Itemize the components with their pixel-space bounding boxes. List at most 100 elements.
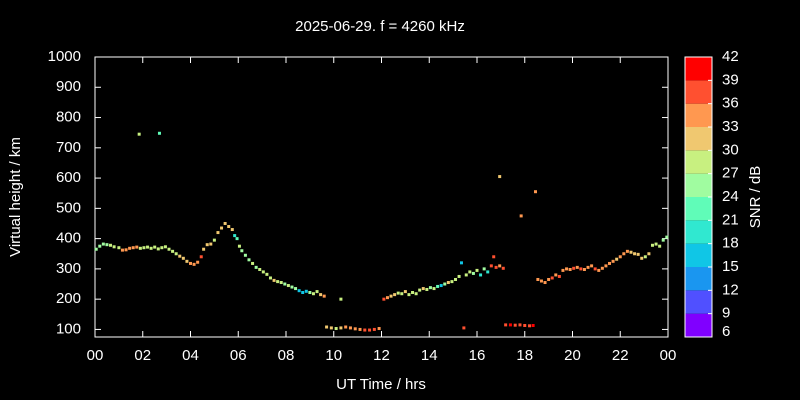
data-point xyxy=(582,267,586,271)
data-point xyxy=(586,265,590,269)
data-point xyxy=(508,323,512,327)
data-point xyxy=(436,284,440,288)
data-point xyxy=(547,277,551,281)
data-point xyxy=(407,293,411,297)
data-point xyxy=(220,226,224,230)
data-point xyxy=(109,243,113,247)
colorbar-band xyxy=(685,197,712,221)
data-point xyxy=(294,287,298,291)
data-point xyxy=(643,255,647,259)
colorbar-band xyxy=(685,150,712,174)
data-point xyxy=(142,246,146,250)
data-point xyxy=(411,291,415,295)
x-axis-label: UT Time / hrs xyxy=(336,376,426,393)
data-point xyxy=(665,235,669,239)
data-point xyxy=(590,264,594,268)
data-point xyxy=(227,225,231,229)
data-point xyxy=(625,249,629,253)
data-point xyxy=(157,131,161,135)
data-point xyxy=(432,287,436,291)
data-point xyxy=(339,297,343,301)
colorbar-band xyxy=(685,127,712,151)
data-point xyxy=(629,250,633,254)
data-point xyxy=(575,265,579,269)
data-point xyxy=(181,256,185,260)
data-point xyxy=(212,238,216,242)
data-point xyxy=(135,245,139,249)
data-point xyxy=(421,287,425,291)
x-tick-label: 06 xyxy=(230,347,247,364)
data-point xyxy=(196,260,200,264)
data-point xyxy=(160,246,164,250)
data-point xyxy=(385,296,389,300)
data-point xyxy=(163,245,167,249)
data-point xyxy=(319,293,323,297)
data-point xyxy=(523,323,527,327)
data-point xyxy=(368,328,372,332)
colorbar-band xyxy=(685,220,712,244)
data-point xyxy=(174,252,178,256)
data-point xyxy=(358,327,362,331)
colorbar-band xyxy=(685,103,712,127)
data-point xyxy=(339,326,343,330)
data-point xyxy=(498,264,502,268)
data-point xyxy=(439,284,443,288)
data-point xyxy=(216,231,220,235)
data-point xyxy=(400,292,404,296)
data-point xyxy=(611,259,615,263)
y-tick-label: 400 xyxy=(56,230,81,247)
data-point xyxy=(650,243,654,247)
data-point xyxy=(393,293,397,297)
data-point xyxy=(301,291,305,295)
chart-title: 2025-06-29. f = 4260 kHz xyxy=(295,18,465,35)
data-point xyxy=(640,256,644,260)
data-point xyxy=(513,323,517,327)
y-tick-label: 900 xyxy=(56,78,81,95)
data-point xyxy=(202,247,206,251)
x-tick-label: 08 xyxy=(278,347,295,364)
colorbar-band xyxy=(685,173,712,197)
data-point xyxy=(531,323,535,327)
colorbar-band xyxy=(685,80,712,104)
y-tick-label: 500 xyxy=(56,199,81,216)
data-point xyxy=(138,246,142,250)
data-point xyxy=(579,267,583,271)
data-point xyxy=(647,252,651,256)
data-point xyxy=(468,270,472,274)
colorbar-tick-label: 12 xyxy=(722,281,739,298)
colorbar-band xyxy=(685,57,712,81)
data-point xyxy=(205,243,209,247)
colorbar-tick-label: 33 xyxy=(722,118,739,135)
data-point xyxy=(428,286,432,290)
data-point xyxy=(178,254,182,258)
data-point xyxy=(600,266,604,270)
data-point xyxy=(251,261,255,265)
data-point xyxy=(315,290,319,294)
data-point xyxy=(450,280,454,284)
colorbar-tick-label: 18 xyxy=(722,235,739,252)
data-point xyxy=(654,242,658,246)
data-point xyxy=(414,292,418,296)
data-point xyxy=(418,288,422,292)
colorbar-tick-label: 21 xyxy=(722,211,739,228)
data-point xyxy=(482,267,486,271)
data-point xyxy=(554,273,558,277)
x-tick-label: 10 xyxy=(325,347,342,364)
data-point xyxy=(290,285,294,289)
data-point xyxy=(557,274,561,278)
y-tick-label: 100 xyxy=(56,320,81,337)
data-point xyxy=(425,287,429,291)
data-point xyxy=(568,267,572,271)
data-point xyxy=(561,268,565,272)
data-point xyxy=(149,246,153,250)
data-point xyxy=(498,175,502,179)
colorbar-band xyxy=(685,290,712,314)
data-point xyxy=(272,278,276,282)
data-point xyxy=(572,266,576,270)
colorbar-tick-label: 6 xyxy=(722,323,730,340)
data-point xyxy=(101,242,105,246)
x-tick-label: 04 xyxy=(182,347,199,364)
data-point xyxy=(322,294,326,298)
